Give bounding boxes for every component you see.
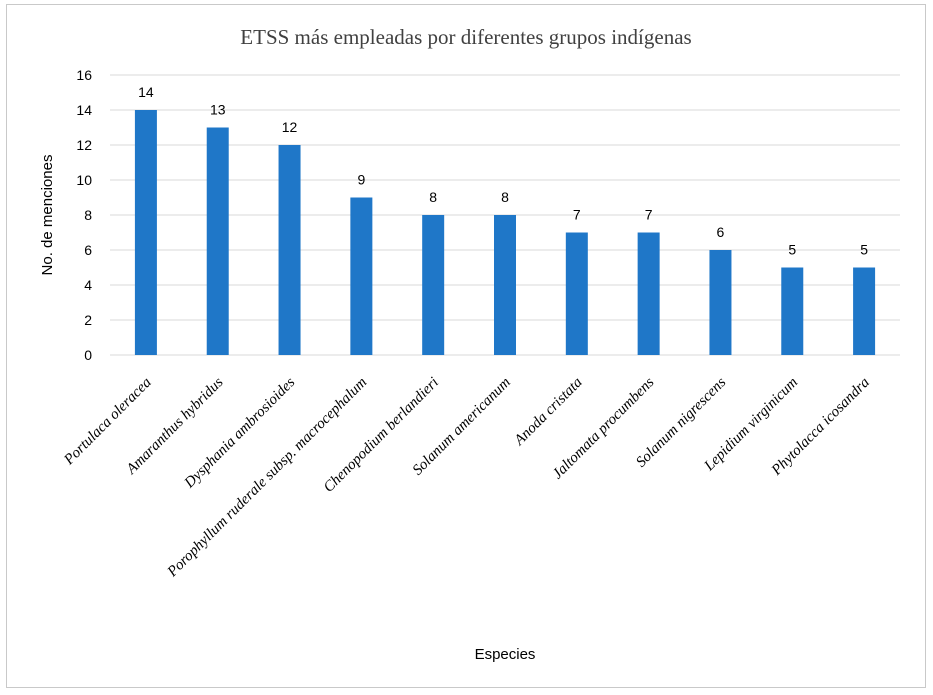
data-label: 5 bbox=[788, 242, 796, 258]
bar bbox=[350, 197, 373, 355]
bar bbox=[565, 232, 588, 355]
gridlines bbox=[110, 74, 900, 356]
bar bbox=[494, 215, 516, 355]
data-label: 12 bbox=[282, 119, 298, 135]
y-tick-label: 4 bbox=[84, 277, 92, 293]
y-tick-label: 6 bbox=[84, 242, 92, 258]
y-tick-label: 16 bbox=[76, 67, 92, 83]
data-label: 9 bbox=[357, 172, 365, 188]
category-label: Anoda cristata bbox=[511, 375, 586, 450]
category-label: Chenopodium berlandieri bbox=[321, 375, 442, 496]
bar bbox=[853, 267, 876, 355]
bar bbox=[134, 110, 157, 355]
y-tick-label: 2 bbox=[84, 312, 92, 328]
bar bbox=[422, 215, 445, 355]
y-tick-label: 0 bbox=[84, 347, 92, 363]
bar bbox=[781, 267, 804, 355]
data-label: 7 bbox=[645, 207, 653, 223]
y-tick-label: 8 bbox=[84, 207, 92, 223]
data-label: 13 bbox=[210, 102, 226, 118]
data-label: 7 bbox=[573, 207, 581, 223]
x-axis-title: Especies bbox=[475, 646, 536, 663]
y-axis-ticks: 0 2 4 6 8 10 12 14 16 bbox=[76, 67, 92, 363]
data-label: 5 bbox=[860, 242, 868, 258]
bar bbox=[709, 250, 732, 355]
data-label: 6 bbox=[717, 224, 725, 240]
bar bbox=[278, 145, 301, 355]
y-axis-title: No. de menciones bbox=[39, 155, 56, 276]
chart-title: ETSS más empleadas por diferentes grupos… bbox=[240, 25, 691, 49]
data-label: 8 bbox=[429, 189, 437, 205]
bars bbox=[134, 110, 876, 355]
y-tick-label: 14 bbox=[76, 102, 92, 118]
data-label: 8 bbox=[501, 189, 509, 205]
bar bbox=[206, 127, 229, 355]
chart-frame bbox=[6, 4, 926, 688]
bar bbox=[637, 232, 660, 355]
data-labels: 14 13 12 9 8 8 7 7 6 5 5 bbox=[138, 84, 868, 258]
y-tick-label: 10 bbox=[76, 172, 92, 188]
y-tick-label: 12 bbox=[76, 137, 92, 153]
data-label: 14 bbox=[138, 84, 154, 100]
